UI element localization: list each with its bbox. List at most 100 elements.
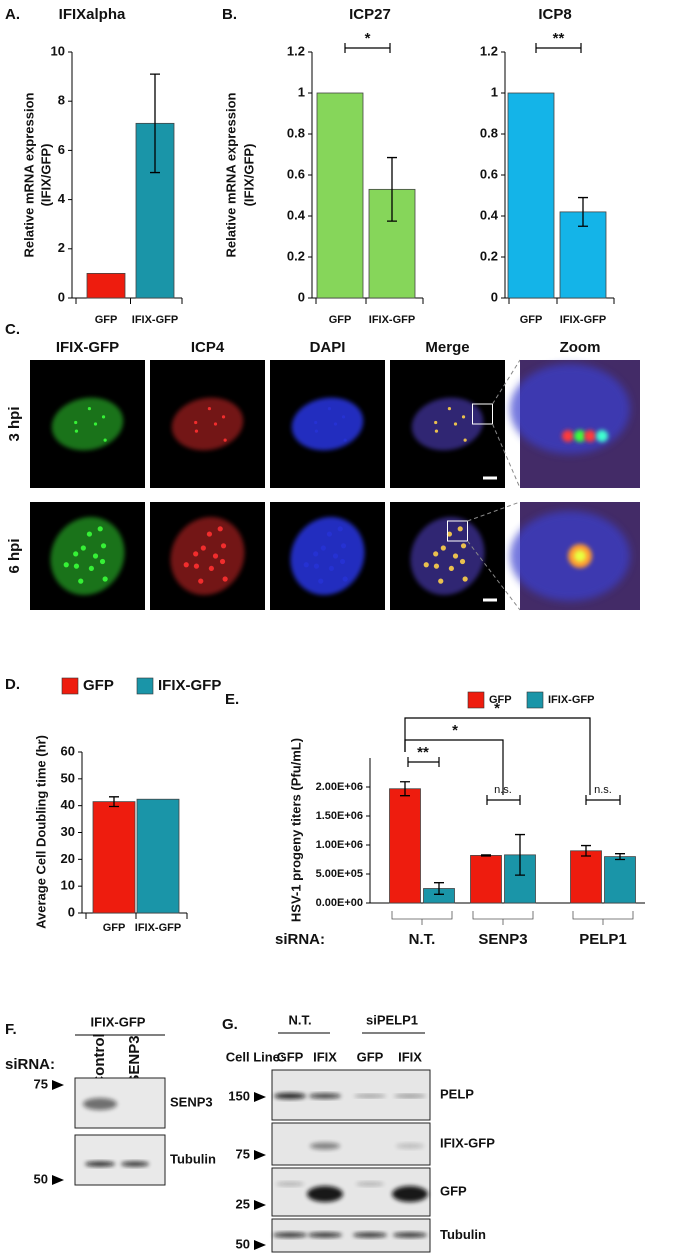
focus: [220, 543, 227, 549]
zoom-focus: [574, 550, 586, 562]
focus: [102, 576, 108, 582]
focus: [219, 558, 226, 565]
bar: [92, 801, 136, 914]
y-axis-label: (IFIX/GFP): [241, 144, 256, 207]
bar: [86, 272, 126, 299]
mw-marker: 150: [228, 1088, 250, 1103]
significance-label: n.s.: [594, 784, 612, 796]
focus: [73, 551, 79, 557]
panel-label: C.: [5, 321, 20, 338]
y-tick-label: 0.6: [287, 166, 305, 181]
group-bracket: [572, 911, 634, 925]
y-tick-label: 10: [61, 878, 75, 893]
y-tick-label: 8: [58, 93, 65, 108]
nucleus: [170, 516, 245, 596]
x-tick-label: IFIX-GFP: [369, 314, 415, 326]
legend-swatch: [61, 677, 79, 695]
panel-label: F.: [5, 1021, 17, 1038]
x-tick-label: GFP: [520, 314, 543, 326]
legend-label: IFIX-GFP: [548, 694, 594, 706]
nucleus: [50, 516, 125, 596]
group-label: siPELP1: [366, 1012, 418, 1027]
focus: [434, 429, 439, 433]
focus: [93, 422, 98, 426]
band: [392, 1186, 428, 1202]
focus: [313, 563, 320, 569]
focus: [100, 543, 107, 549]
bar: [507, 92, 555, 299]
focus: [340, 543, 347, 549]
focus: [318, 578, 324, 584]
focus: [86, 531, 93, 537]
marker-arrow: [254, 1240, 266, 1250]
y-tick-label: 1.2: [287, 43, 305, 58]
band: [307, 1186, 343, 1202]
band: [310, 1142, 340, 1150]
focus: [423, 562, 429, 568]
x-tick-label: GFP: [103, 922, 126, 934]
y-tick-label: 0.8: [480, 125, 498, 140]
x-tick-label: GFP: [95, 314, 118, 326]
bar: [604, 856, 636, 904]
error-bar: [400, 781, 410, 797]
focus: [462, 576, 468, 582]
zoom-focus: [584, 430, 596, 442]
focus: [207, 407, 212, 411]
focus: [326, 531, 333, 537]
focus: [78, 578, 84, 584]
y-tick-label: 50: [61, 770, 75, 785]
mw-marker: 25: [236, 1196, 250, 1211]
row-label: 6 hpi: [6, 538, 23, 573]
legend-label: IFIX-GFP: [158, 677, 221, 694]
y-tick-label: 0: [298, 289, 305, 304]
y-tick-label: 1.2: [480, 43, 498, 58]
significance-bracket: [344, 43, 391, 53]
lane-label: SENP3: [126, 1035, 143, 1084]
focus: [460, 543, 467, 549]
band: [83, 1098, 117, 1110]
y-axis-label: Relative mRNA expression: [223, 92, 238, 257]
focus: [337, 526, 343, 532]
band: [85, 1161, 115, 1167]
focus: [200, 545, 206, 551]
chart-title: ICP27: [349, 6, 391, 23]
focus: [433, 563, 440, 569]
y-tick-label: 0.00E+00: [316, 897, 363, 909]
zoom-guide: [467, 501, 521, 522]
nucleus: [291, 397, 364, 451]
y-tick-label: 0.8: [287, 125, 305, 140]
focus: [438, 578, 444, 584]
x-tick-label: IFIX-GFP: [132, 314, 178, 326]
band: [356, 1182, 384, 1186]
row-header: Cell Line:: [226, 1049, 285, 1064]
x-tick-label: PELP1: [579, 931, 627, 948]
y-tick-label: 0: [58, 289, 65, 304]
error-bar: [387, 156, 397, 222]
zoom-box: [472, 403, 493, 425]
chart-title: ICP8: [538, 6, 571, 23]
lane-label: GFP: [357, 1049, 384, 1064]
focus: [446, 531, 453, 537]
focus: [183, 562, 189, 568]
band-label: IFIX-GFP: [440, 1135, 495, 1150]
legend-label: GFP: [83, 677, 114, 694]
chart-title: IFIXalpha: [59, 6, 126, 23]
focus: [206, 531, 213, 537]
marker-arrow: [52, 1175, 64, 1185]
x-axis-label: siRNA:: [275, 931, 325, 948]
mw-marker: 75: [34, 1076, 48, 1091]
row-header: siRNA:: [5, 1056, 55, 1073]
y-tick-label: 0.2: [480, 248, 498, 263]
significance-bracket: [585, 795, 621, 805]
legend-label: GFP: [489, 694, 512, 706]
y-axis-label: Average Cell Doubling time (hr): [33, 735, 48, 929]
band: [394, 1094, 426, 1098]
lane-label: GFP: [277, 1049, 304, 1064]
focus: [101, 415, 106, 419]
x-tick-label: IFIX-GFP: [135, 922, 181, 934]
y-tick-label: 0: [491, 289, 498, 304]
error-bar: [581, 844, 591, 857]
band: [274, 1093, 306, 1099]
